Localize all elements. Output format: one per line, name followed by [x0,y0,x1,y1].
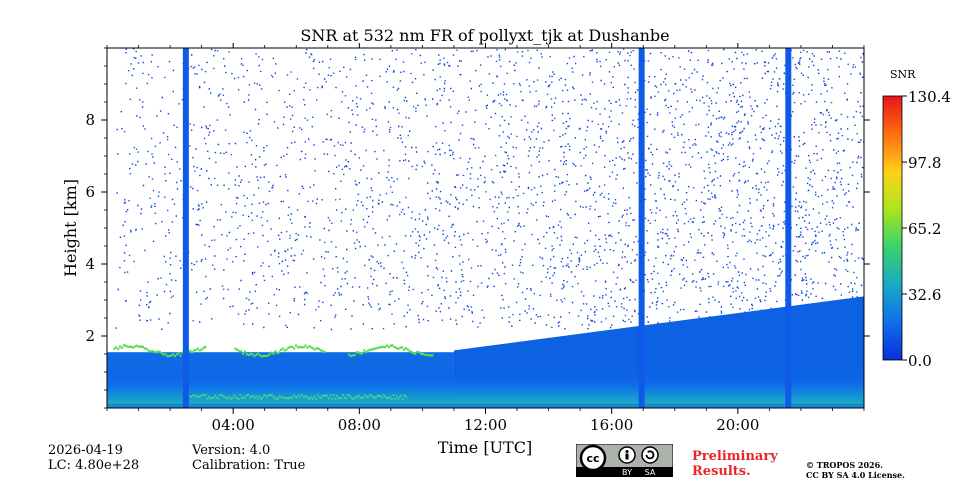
vertical-streak [638,48,645,408]
x-tick-label: 08:00 [338,416,381,434]
colorbar: SNR 0.0 32.6 65.2 97.8 130.4 [882,68,951,370]
x-tick-label: 04:00 [212,416,255,434]
x-tick-label: 20:00 [716,416,759,434]
footer-date: 2026-04-19 [48,443,123,458]
near-surface-signal [107,368,864,408]
copyright-notice: © TROPOS 2026. CC BY SA 4.0 License. [806,460,905,480]
vertical-streak [785,48,792,408]
y-tick-label: 4 [85,255,95,273]
x-axis: 04:00 08:00 12:00 16:00 20:00 [106,43,865,434]
footer-lc: LC: 4.80e+28 [48,458,140,473]
x-tick-label: 12:00 [464,416,507,434]
preliminary-results-notice: Preliminary Results. [692,449,778,479]
x-tick-label: 16:00 [590,416,633,434]
sa-sharealike-icon [641,446,659,464]
y-tick-label: 6 [85,183,95,201]
colorbar-tick-label: 0.0 [908,352,932,370]
colorbar-ticks: 0.0 32.6 65.2 97.8 130.4 [902,88,951,370]
lowest-range-bin [107,403,864,408]
near-surface-high-snr [189,393,407,400]
preliminary-line-1: Preliminary [692,449,778,464]
preliminary-line-2: Results. [692,464,751,479]
footer-calibration: Calibration: True [192,458,306,473]
by-label: BY [622,468,632,477]
footer-version: Version: 4.0 [192,443,271,458]
cc-icon-text: cc [586,452,599,465]
cc-license-badge: cc BY SA [576,444,673,477]
colorbar-tick-label: 65.2 [908,220,941,238]
colorbar-gradient [882,95,903,361]
colorbar-tick-label: 32.6 [908,286,941,304]
y-tick-label: 2 [85,327,95,345]
colorbar-tick-label: 130.4 [908,88,951,106]
snr-boundary-layer [107,296,864,408]
vertical-streak [182,48,189,408]
snr-vertical-streaks [182,48,792,408]
cloud-base-signal [113,344,434,358]
y-axis: 2 4 6 8 [85,47,870,409]
heatmap-plot-area [107,48,864,408]
copyright-line-1: © TROPOS 2026. [806,460,883,470]
y-tick-label: 8 [85,111,95,129]
x-axis-label: Time [UTC] [438,438,532,457]
y-axis-label: Height [km] [61,179,80,277]
colorbar-label: SNR [890,68,916,81]
chart-title: SNR at 532 nm FR of pollyxt_tjk at Dusha… [300,26,669,45]
colorbar-tick-label: 97.8 [908,154,941,172]
copyright-line-2: CC BY SA 4.0 License. [806,470,905,480]
sa-label: SA [645,468,656,477]
cc-icon [579,444,607,472]
